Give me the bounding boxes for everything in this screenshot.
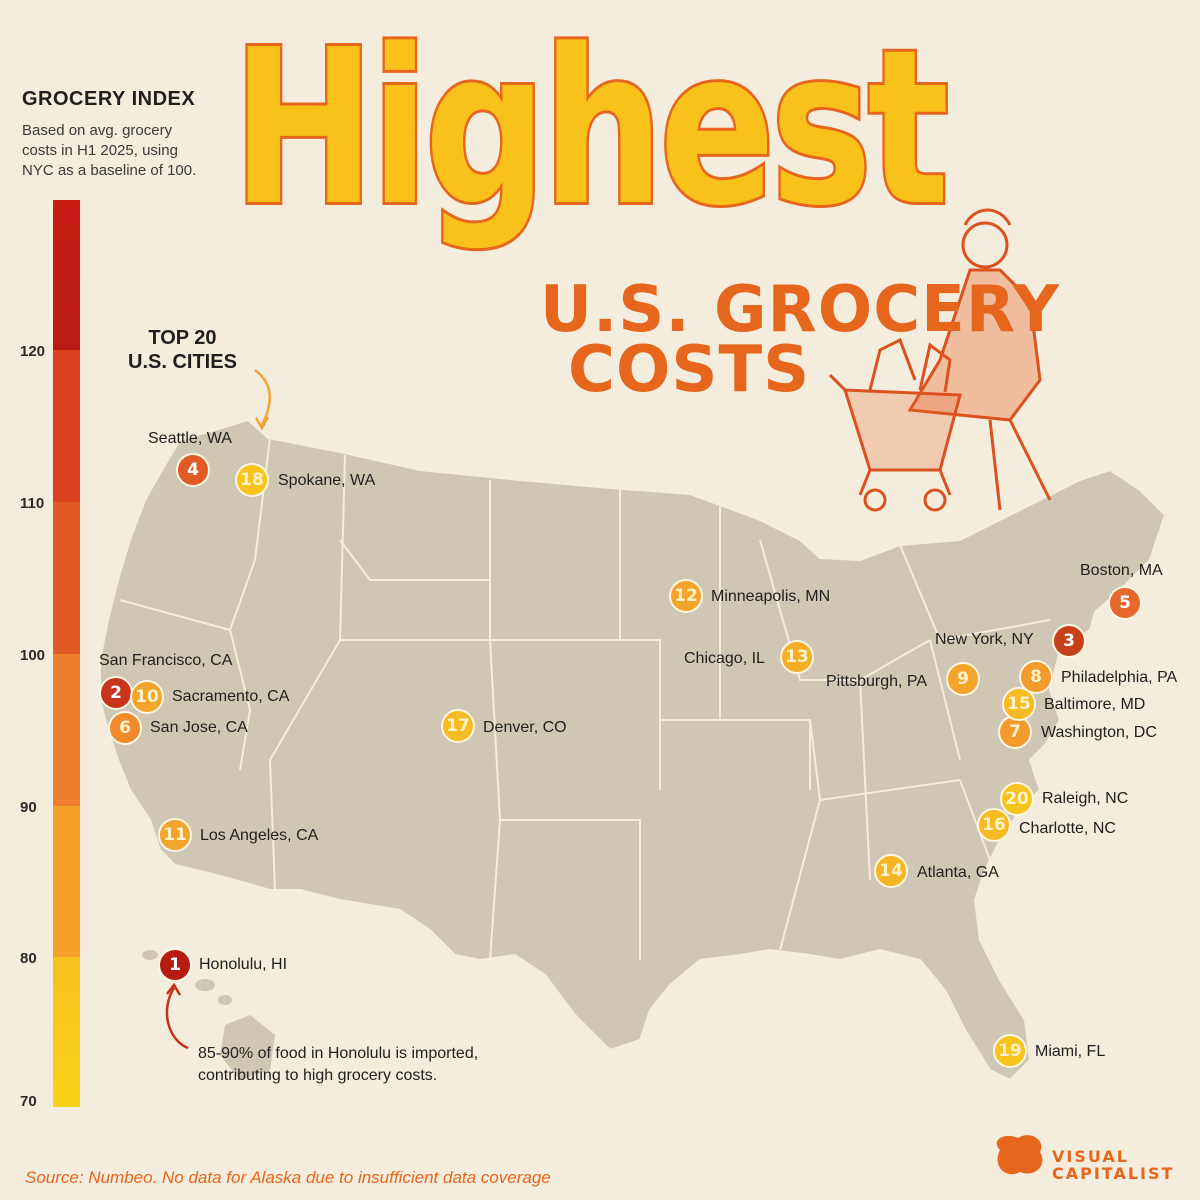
marker-rank-13[interactable]: 13	[780, 640, 814, 674]
subtitle-line-2: COSTS	[568, 333, 811, 407]
city-label-san-francisco: San Francisco, CA	[99, 652, 233, 669]
marker-rank-4[interactable]: 4	[176, 453, 210, 487]
source-note: Source: Numbeo. No data for Alaska due t…	[25, 1168, 551, 1187]
city-label-seattle: Seattle, WA	[148, 430, 232, 447]
city-label-washington: Washington, DC	[1041, 724, 1157, 741]
subtitle-line-1: U.S. GROCERY	[540, 273, 1060, 347]
marker-rank-17[interactable]: 17	[441, 709, 475, 743]
legend-title: GROCERY INDEX	[22, 88, 196, 110]
city-label-chicago: Chicago, IL	[684, 650, 765, 667]
marker-rank-14[interactable]: 14	[874, 854, 908, 888]
city-label-boston: Boston, MA	[1080, 562, 1163, 579]
scale-segment-110	[53, 502, 80, 654]
city-label-minneapolis: Minneapolis, MN	[711, 588, 831, 605]
marker-rank-2[interactable]: 2	[99, 676, 133, 710]
color-scale-bar	[53, 200, 80, 1107]
scale-segment-80	[53, 957, 80, 1107]
tick-70: 70	[20, 1093, 37, 1110]
marker-rank-5[interactable]: 5	[1108, 586, 1142, 620]
top20-line-1: TOP 20	[148, 327, 217, 349]
contiguous-us-shape	[99, 418, 1167, 1082]
page-subtitle: U.S. GROCERY COSTS	[540, 273, 1060, 407]
city-label-raleigh: Raleigh, NC	[1042, 790, 1129, 807]
city-label-los-angeles: Los Angeles, CA	[200, 827, 319, 844]
state-lines	[119, 437, 1051, 961]
city-label-new-york: New York, NY	[935, 631, 1034, 648]
marker-rank-20[interactable]: 20	[1000, 782, 1034, 816]
marker-rank-6[interactable]: 6	[108, 711, 142, 745]
marker-rank-16[interactable]: 16	[977, 808, 1011, 842]
scale-segment-120	[53, 350, 80, 502]
shopper-illustration	[828, 208, 1052, 512]
city-label-sacramento: Sacramento, CA	[172, 688, 290, 705]
tick-90: 90	[20, 799, 37, 816]
marker-rank-12[interactable]: 12	[669, 579, 703, 613]
brand-logo-icon	[996, 1135, 1043, 1175]
tick-120: 120	[20, 343, 46, 360]
top20-label: TOP 20 U.S. CITIES	[128, 326, 237, 374]
note-line-1: 85-90% of food in Honolulu is imported,	[198, 1045, 479, 1062]
marker-rank-8[interactable]: 8	[1019, 660, 1053, 694]
city-label-honolulu: Honolulu, HI	[199, 956, 288, 973]
city-label-atlanta: Atlanta, GA	[917, 864, 999, 881]
tick-110: 110	[20, 495, 45, 512]
marker-rank-1[interactable]: 1	[158, 948, 192, 982]
scale-segment-100	[53, 654, 80, 806]
note-line-2: contributing to high grocery costs.	[198, 1067, 438, 1084]
scale-segment-90	[53, 806, 80, 957]
page-title: Highest	[230, 4, 952, 253]
brand-wordmark: VISUAL CAPITALIST	[1052, 1148, 1174, 1182]
city-label-philadelphia: Philadelphia, PA	[1061, 669, 1178, 686]
city-label-baltimore: Baltimore, MD	[1044, 696, 1146, 713]
marker-rank-15[interactable]: 15	[1002, 687, 1036, 721]
marker-rank-3[interactable]: 3	[1052, 624, 1086, 658]
brand-line-1: VISUAL	[1052, 1147, 1129, 1166]
note-arrow	[165, 987, 189, 1050]
scale-segment-top	[53, 200, 80, 350]
top20-line-2: U.S. CITIES	[128, 351, 237, 373]
legend-description: Based on avg. grocery costs in H1 2025, …	[22, 122, 197, 179]
marker-rank-18[interactable]: 18	[235, 463, 269, 497]
city-label-miami: Miami, FL	[1035, 1043, 1106, 1060]
city-label-san-jose: San Jose, CA	[150, 719, 248, 736]
city-label-pittsburgh: Pittsburgh, PA	[826, 673, 928, 690]
top20-arrow	[254, 369, 272, 426]
honolulu-note: 85-90% of food in Honolulu is imported, …	[198, 1043, 478, 1087]
marker-rank-11[interactable]: 11	[158, 818, 192, 852]
tick-80: 80	[20, 950, 37, 967]
marker-rank-10[interactable]: 10	[130, 680, 164, 714]
city-label-charlotte: Charlotte, NC	[1019, 820, 1116, 837]
marker-rank-9[interactable]: 9	[946, 662, 980, 696]
tick-100: 100	[20, 647, 46, 664]
marker-rank-19[interactable]: 19	[993, 1034, 1027, 1068]
city-label-spokane: Spokane, WA	[278, 472, 376, 489]
city-label-denver: Denver, CO	[483, 719, 567, 736]
brand-line-2: CAPITALIST	[1052, 1164, 1175, 1183]
